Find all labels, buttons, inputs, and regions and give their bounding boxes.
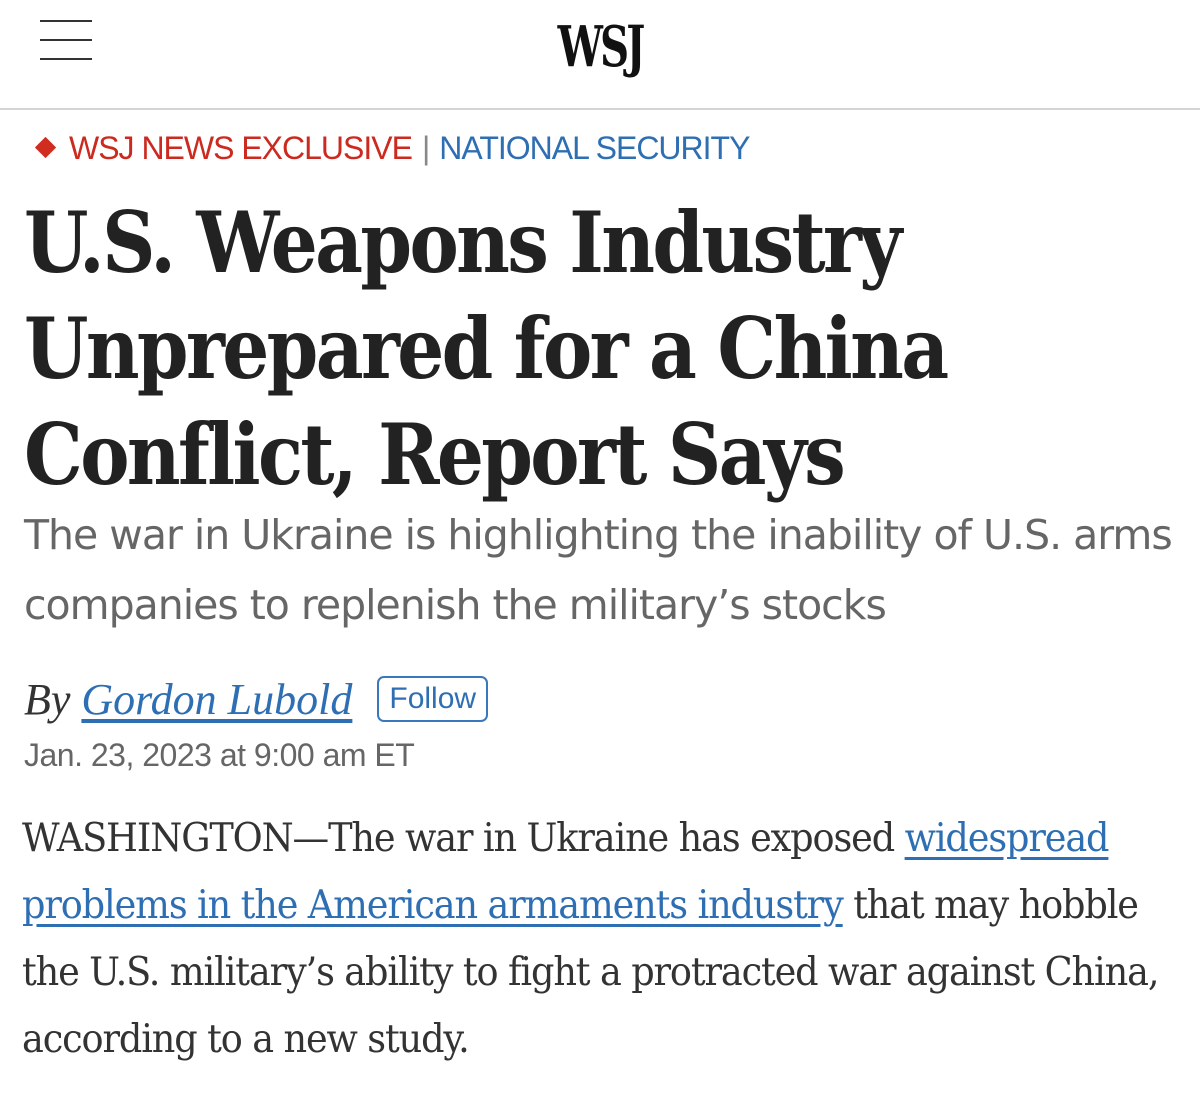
body-rest-text: that may hobble the U.S. military’s abil… [22,883,1159,1062]
byline-prefix: By [24,675,71,724]
top-navigation-bar: WSJ [0,0,1200,110]
headline-line: U.S. Weapons Industry [24,193,902,292]
body-inline-link[interactable]: widespread problems in the American arma… [22,816,1110,928]
article-timestamp: Jan. 23, 2023 at 9:00 am ET [24,737,415,773]
follow-button[interactable]: Follow [377,676,489,722]
body-lead-text: WASHINGTON—The war in Ukraine has expose… [22,816,905,861]
article-kicker: WSJ NEWS EXCLUSIVE | NATIONAL SECURITY [34,128,750,168]
article-headline: U.S. Weapons Industry Unprepared for a C… [24,190,1168,508]
article-byline: By Gordon Lubold Follow [24,672,489,728]
headline-line: Unprepared for a China [24,299,949,398]
kicker-separator: | [421,130,430,166]
wsj-logo[interactable]: WSJ [557,14,646,80]
author-link[interactable]: Gordon Lubold [81,675,353,724]
headline-line: Conflict, Report Says [24,405,846,504]
kicker-section-link[interactable]: NATIONAL SECURITY [439,130,750,166]
article-dek: The war in Ukraine is highlighting the i… [24,511,1173,629]
hamburger-menu-icon[interactable] [40,20,92,60]
kicker-exclusive-label[interactable]: WSJ NEWS EXCLUSIVE [69,130,413,166]
exclusive-diamond-icon [34,136,57,159]
article-body-paragraph: WASHINGTON—The war in Ukraine has expose… [22,805,1188,1073]
